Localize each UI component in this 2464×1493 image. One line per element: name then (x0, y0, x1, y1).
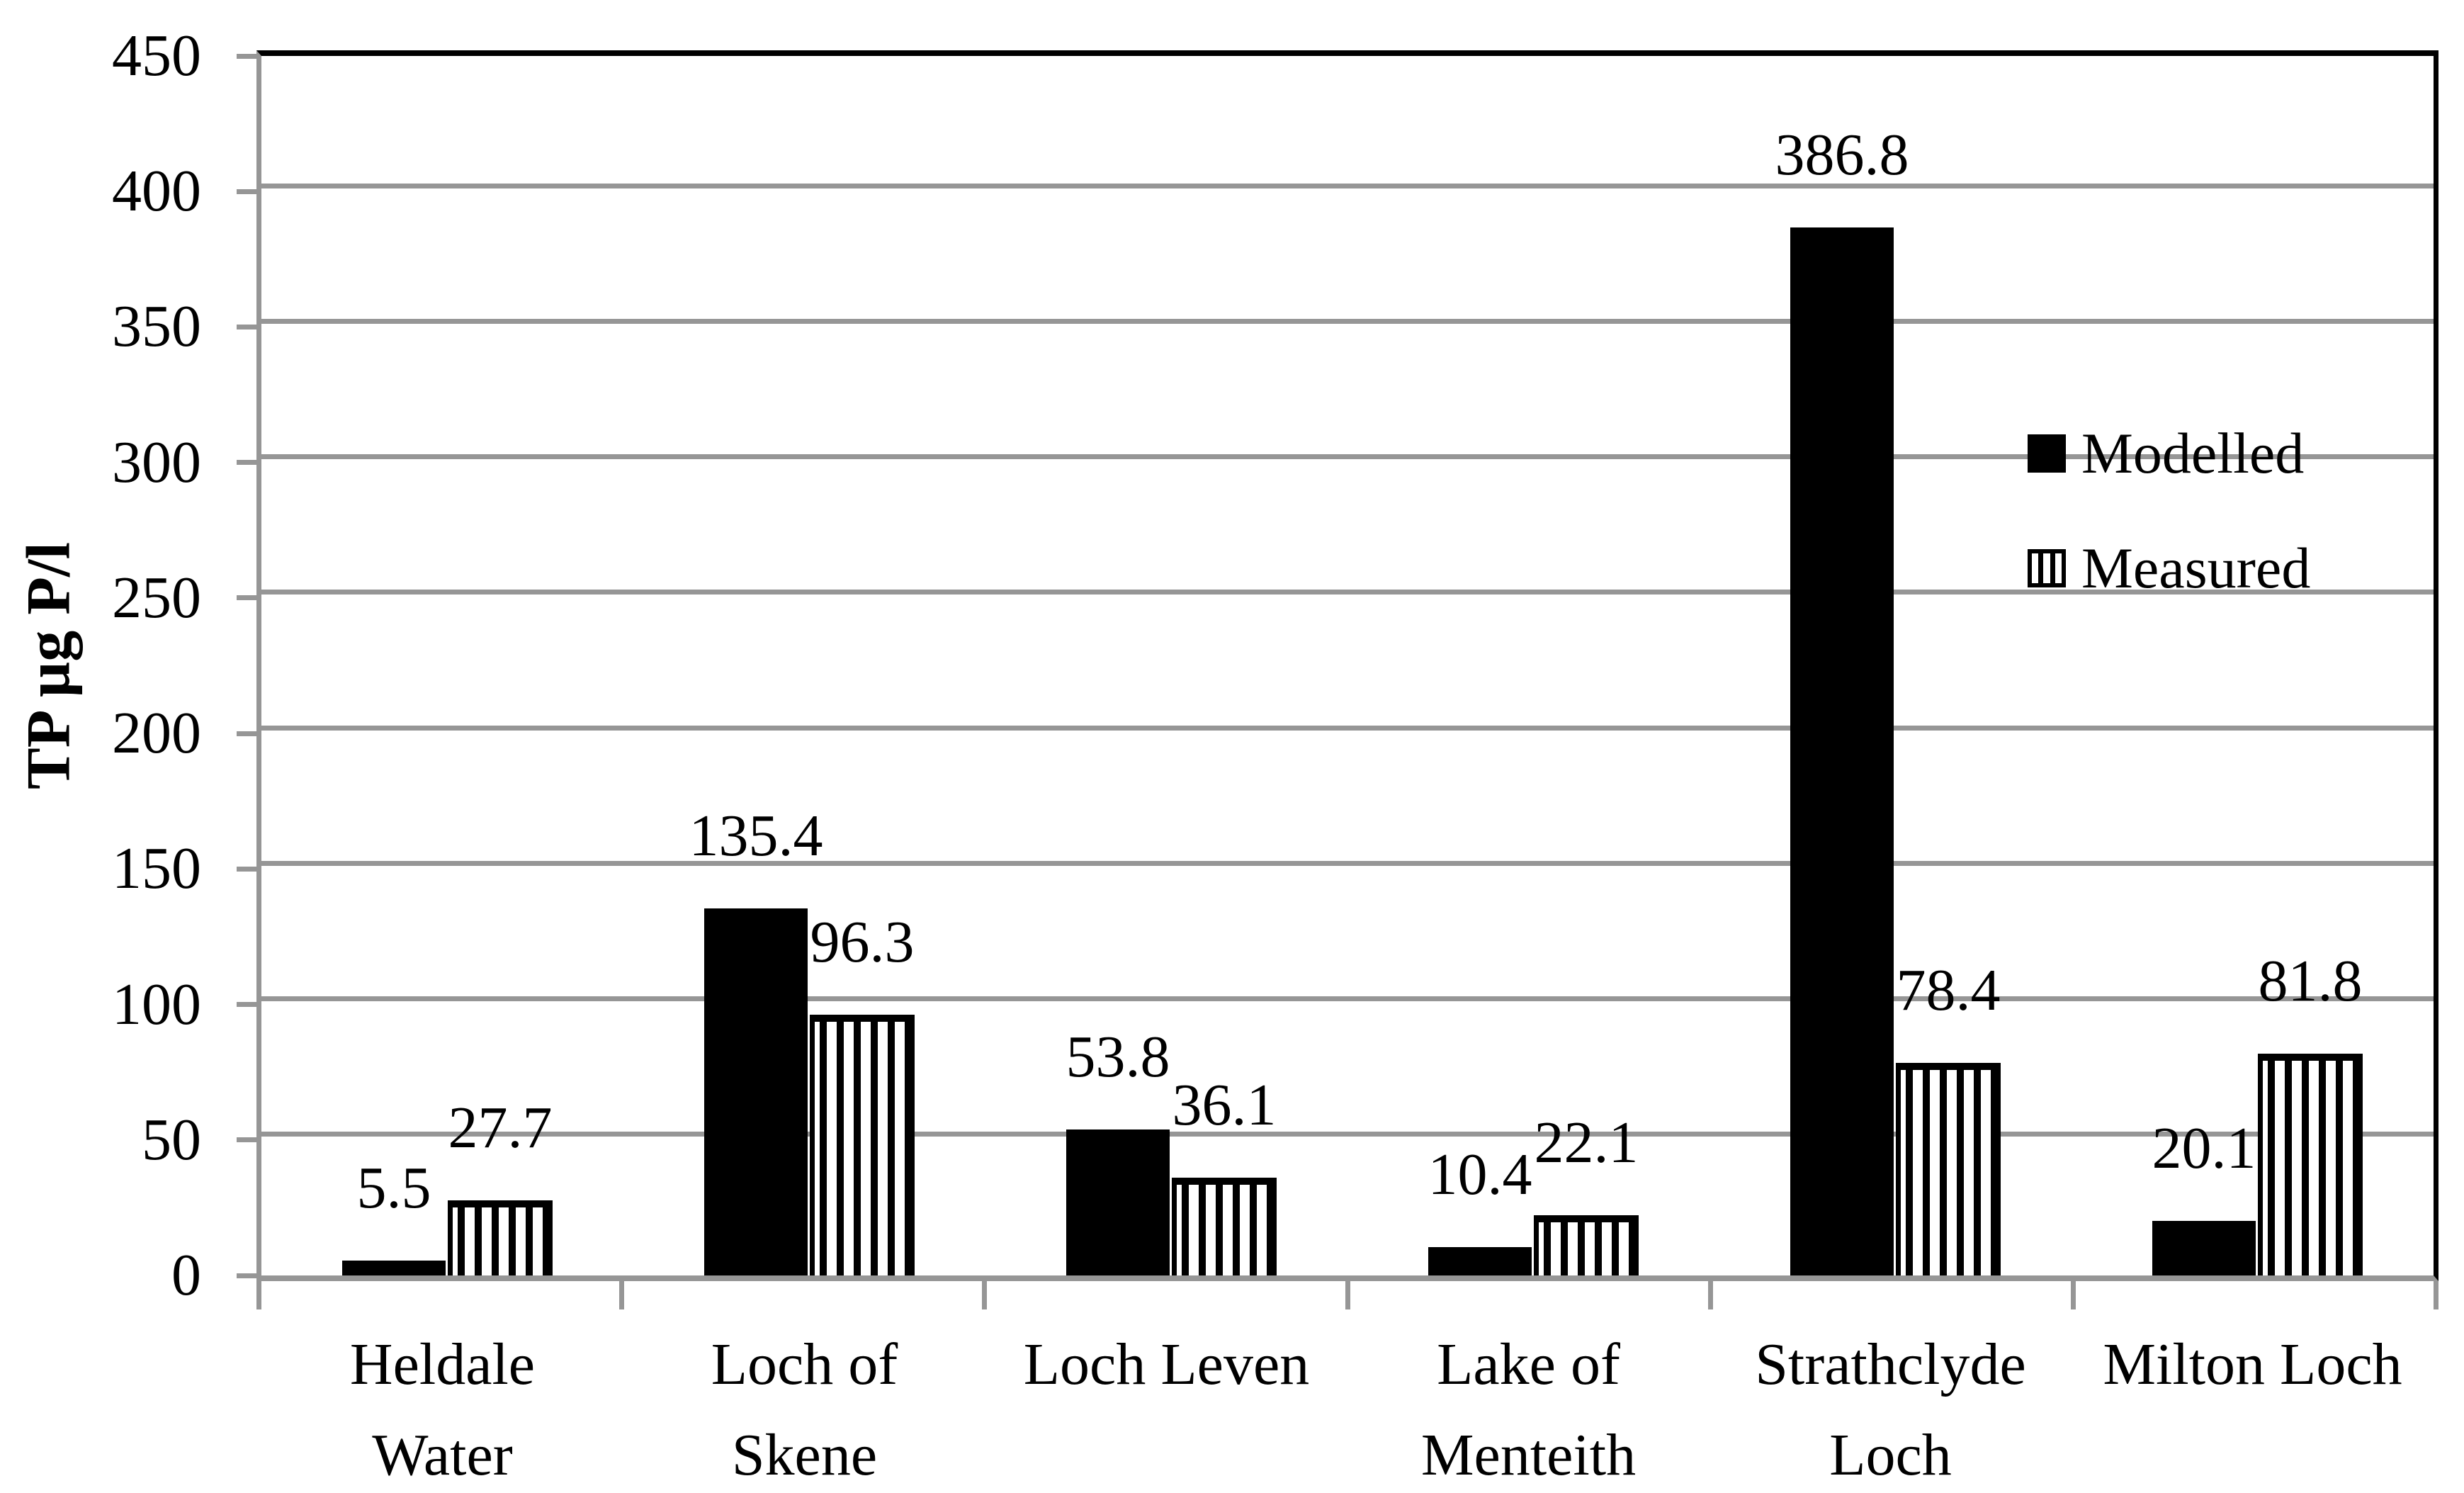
bar-modelled-3 (1428, 1247, 1532, 1275)
y-tick-label: 250 (112, 565, 201, 631)
y-tick-mark (237, 1137, 259, 1142)
y-tick-label: 50 (142, 1107, 201, 1173)
bar-value-label: 36.1 (1172, 1072, 1277, 1138)
bar-measured-1 (810, 1015, 915, 1275)
bar-value-label: 81.8 (2258, 948, 2363, 1014)
bar-modelled-0 (342, 1261, 446, 1275)
y-tick-label: 100 (112, 971, 201, 1037)
gridline-150 (261, 861, 2434, 866)
bar-value-label: 386.8 (1775, 122, 1909, 188)
x-tick-mark (2071, 1281, 2076, 1309)
category-label-line: Loch Leven (1023, 1331, 1310, 1397)
category-label-line: Skene (731, 1422, 878, 1488)
bar-value-label: 135.4 (689, 803, 823, 869)
gridline-100 (261, 996, 2434, 1001)
y-tick-mark (237, 1273, 259, 1278)
bar-value-label: 5.5 (356, 1155, 431, 1221)
bar-modelled-4 (1790, 227, 1894, 1275)
gridline-350 (261, 319, 2434, 324)
bar-value-label: 78.4 (1896, 957, 2001, 1023)
y-tick-mark (237, 867, 259, 872)
legend-item-measured: Measured (2028, 529, 2310, 608)
y-tick-mark (237, 460, 259, 465)
legend-label-modelled: Modelled (2081, 421, 2305, 485)
category-label-line: Loch (1829, 1422, 1952, 1488)
y-tick-label: 300 (112, 429, 201, 495)
plot-area: 5.5 135.4 53.8 10.4 386.8 20.1 27.7 96.3 36.1 22.… (256, 50, 2438, 1281)
x-tick-mark (1345, 1281, 1350, 1309)
y-tick-mark (237, 731, 259, 736)
y-tick-label: 450 (112, 23, 201, 89)
legend-swatch-modelled-icon (2028, 434, 2066, 473)
legend: Modelled Measured (2028, 414, 2310, 643)
legend-item-modelled: Modelled (2028, 414, 2310, 493)
category-label-6: Milton Loch (2072, 1319, 2434, 1410)
category-label-5: Strathclyde Loch (1709, 1319, 2072, 1493)
y-tick-label: 0 (171, 1242, 201, 1308)
bar-measured-0 (448, 1200, 553, 1275)
gridline-50 (261, 1132, 2434, 1137)
category-label-line: Heldale (349, 1331, 536, 1397)
bar-measured-4 (1896, 1063, 2001, 1275)
category-label-line: Milton Loch (2103, 1331, 2402, 1397)
y-tick-label: 350 (112, 293, 201, 359)
bar-value-label: 10.4 (1428, 1142, 1532, 1207)
legend-label-measured: Measured (2081, 536, 2311, 600)
category-label-3: Loch Leven (985, 1319, 1347, 1410)
gridline-300 (261, 454, 2434, 459)
bar-modelled-5 (2152, 1221, 2256, 1275)
category-label-line: Lake of (1437, 1331, 1620, 1397)
x-tick-mark (982, 1281, 987, 1309)
x-tick-mark (1708, 1281, 1713, 1309)
category-label-line: Strathclyde (1755, 1331, 2026, 1397)
y-tick-mark (237, 189, 259, 194)
category-label-4: Lake of Menteith (1347, 1319, 1709, 1493)
bar-measured-2 (1172, 1178, 1277, 1275)
bar-value-label: 96.3 (810, 909, 915, 975)
category-label-2: Loch of Skene (623, 1319, 985, 1493)
x-tick-mark (256, 1281, 261, 1309)
gridline-250 (261, 590, 2434, 595)
x-tick-mark (2434, 1281, 2438, 1309)
bar-modelled-2 (1066, 1129, 1170, 1275)
legend-swatch-measured-icon (2028, 549, 2066, 587)
bar-value-label: 22.1 (1534, 1110, 1639, 1176)
y-tick-mark (237, 54, 259, 59)
y-tick-mark (237, 595, 259, 600)
bar-measured-3 (1534, 1215, 1639, 1275)
category-label-line: Water (372, 1422, 513, 1488)
gridline-200 (261, 726, 2434, 731)
category-label-1: Heldale Water (261, 1319, 623, 1493)
category-label-line: Loch of (711, 1331, 898, 1397)
y-tick-label: 200 (112, 700, 201, 766)
bar-modelled-1 (704, 908, 808, 1275)
y-tick-label: 150 (112, 835, 201, 901)
y-tick-mark (237, 325, 259, 329)
bar-value-label: 20.1 (2152, 1115, 2256, 1181)
x-tick-mark (619, 1281, 624, 1309)
bar-measured-5 (2258, 1054, 2363, 1275)
bar-value-label: 27.7 (448, 1095, 553, 1161)
y-tick-mark (237, 1002, 259, 1007)
category-label-line: Menteith (1420, 1422, 1637, 1488)
y-tick-label: 400 (112, 158, 201, 224)
gridline-400 (261, 184, 2434, 188)
bar-value-label: 53.8 (1066, 1024, 1170, 1090)
